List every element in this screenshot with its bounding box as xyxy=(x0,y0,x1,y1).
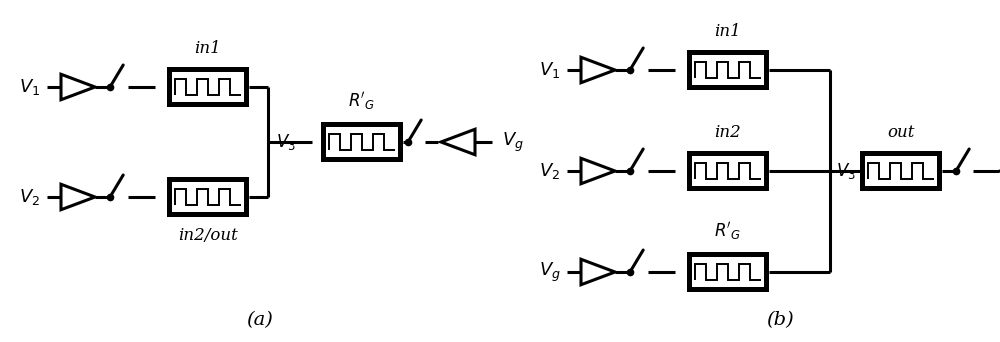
Bar xyxy=(172,72,244,102)
Text: $R'_G$: $R'_G$ xyxy=(348,90,376,112)
Text: $V_1$: $V_1$ xyxy=(539,60,561,80)
Text: $V_3$: $V_3$ xyxy=(276,132,296,152)
Bar xyxy=(692,55,764,85)
Text: $V_g$: $V_g$ xyxy=(502,130,524,154)
Polygon shape xyxy=(61,74,95,100)
Text: in1: in1 xyxy=(715,23,741,40)
Bar xyxy=(687,252,769,292)
Text: in2: in2 xyxy=(715,124,741,141)
Text: in2/out: in2/out xyxy=(178,227,238,244)
Polygon shape xyxy=(581,158,615,184)
Bar xyxy=(172,182,244,212)
Bar xyxy=(167,67,249,107)
Text: in1: in1 xyxy=(195,40,221,57)
Text: $V_g$: $V_g$ xyxy=(539,260,561,284)
Bar xyxy=(692,156,764,186)
Text: (b): (b) xyxy=(766,311,794,329)
Polygon shape xyxy=(61,184,95,210)
Text: $R'_G$: $R'_G$ xyxy=(714,220,742,242)
Polygon shape xyxy=(581,57,615,83)
Bar xyxy=(321,122,403,162)
Text: $V_2$: $V_2$ xyxy=(19,187,41,207)
Text: (a): (a) xyxy=(247,311,273,329)
Text: $V_3$: $V_3$ xyxy=(836,161,856,181)
Text: out: out xyxy=(887,124,915,141)
Polygon shape xyxy=(441,129,475,155)
Bar xyxy=(865,156,937,186)
Polygon shape xyxy=(581,259,615,285)
Text: $V_1$: $V_1$ xyxy=(19,77,41,97)
Bar xyxy=(326,127,398,157)
Bar xyxy=(692,257,764,287)
Bar xyxy=(687,151,769,191)
Bar xyxy=(860,151,942,191)
Bar xyxy=(687,50,769,90)
Text: $V_2$: $V_2$ xyxy=(539,161,561,181)
Bar xyxy=(167,177,249,217)
